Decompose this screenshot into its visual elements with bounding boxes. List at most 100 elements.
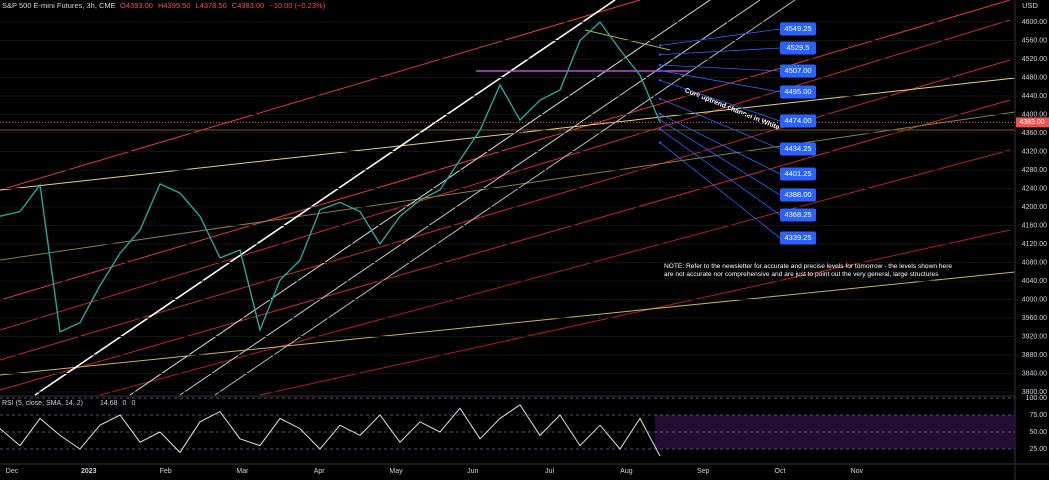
level-label: 4388.00	[784, 190, 811, 199]
y-tick-label: 4440.00	[1022, 93, 1047, 100]
rsi-reading: 0	[131, 400, 135, 407]
level-line	[659, 28, 781, 46]
level-point	[658, 141, 662, 144]
trend-line	[0, 0, 641, 191]
channel-line	[179, 0, 761, 396]
rsi-tick-label: 50.00	[1029, 429, 1047, 436]
y-tick-label: 3840.00	[1022, 370, 1047, 377]
price-line	[0, 20, 661, 333]
rsi-line	[0, 404, 661, 457]
y-tick-label: 3960.00	[1022, 315, 1047, 322]
y-tick-label: 4520.00	[1022, 56, 1047, 63]
y-tick-label: 4560.00	[1022, 37, 1047, 44]
trend-line	[0, 59, 1011, 361]
ohlc-label: H4395.50	[158, 1, 191, 10]
trend-line	[0, 99, 1011, 391]
rsi-tick-label: 75.00	[1029, 412, 1047, 419]
trend-line	[259, 229, 1011, 396]
x-tick-label: May	[389, 468, 403, 475]
y-tick-label: 4400.00	[1022, 111, 1047, 118]
x-tick-label: 2023	[81, 468, 97, 475]
level-label: 4474.00	[784, 116, 811, 125]
last-price-tag	[1016, 117, 1049, 128]
chart-title: S&P 500 E-mini Futures, 3h, CME	[2, 1, 116, 10]
level-line	[659, 64, 781, 72]
y-tick-label: 3800.00	[1022, 389, 1047, 396]
trend-line	[0, 271, 1016, 376]
x-tick-label: Apr	[314, 468, 326, 475]
level-label: 4339.25	[784, 233, 811, 242]
y-tick-label: 4160.00	[1022, 222, 1047, 229]
x-tick-label: Feb	[160, 468, 172, 475]
level-tag	[780, 188, 816, 202]
y-tick-label: 4240.00	[1022, 185, 1047, 192]
level-label: 4434.25	[784, 144, 811, 153]
level-line	[659, 70, 781, 93]
level-line	[659, 142, 781, 239]
currency: USD	[1022, 1, 1038, 10]
y-tick-label: 3880.00	[1022, 352, 1047, 359]
trend-line	[0, 0, 1011, 301]
level-tag	[780, 208, 816, 222]
last-price-label: 4383.00	[1019, 119, 1044, 126]
trend-lines	[0, 0, 1016, 396]
channel-line	[34, 0, 616, 396]
level-tag	[780, 41, 816, 55]
y-tick-label: 4040.00	[1022, 278, 1047, 285]
level-label: 4507.00	[784, 66, 811, 75]
y-tick-label: 4000.00	[1022, 296, 1047, 303]
y-tick-label: 4360.00	[1022, 130, 1047, 137]
x-tick-label: Dec	[6, 468, 19, 475]
level-point	[658, 118, 662, 122]
rsi-tick-label: 100.00	[1026, 395, 1048, 402]
level-tag	[780, 22, 816, 36]
note-line: are not accurate nor comprehensive and a…	[664, 271, 939, 278]
level-point	[658, 127, 662, 131]
trend-line	[584, 29, 671, 51]
annotation: Core uptrend channel in White	[684, 87, 781, 132]
ohlc-label: L4378.50	[195, 1, 226, 10]
x-tick-label: Jul	[545, 468, 554, 475]
trend-line	[99, 149, 1011, 396]
level-line	[659, 98, 781, 150]
level-point	[658, 97, 662, 100]
x-tick-label: Aug	[620, 468, 633, 475]
level-point	[658, 112, 662, 116]
level-line	[659, 47, 781, 56]
rsi-label: RSI (5, close, SMA, 14, 2)	[2, 400, 83, 407]
x-tick-label: Sep	[697, 468, 710, 475]
level-tag	[780, 64, 816, 78]
level-tag	[780, 114, 816, 128]
level-line	[659, 79, 781, 122]
level-label: 4549.25	[784, 24, 811, 33]
level-label: 4529.5	[787, 43, 810, 52]
level-line	[659, 128, 781, 216]
level-tag	[780, 85, 816, 99]
rsi-reading: 14.68	[100, 400, 118, 407]
level-point	[658, 69, 662, 72]
level-tag	[780, 142, 816, 156]
y-tick-label: 4480.00	[1022, 74, 1047, 81]
trend-line	[0, 77, 1016, 191]
channel-line	[129, 0, 711, 396]
x-tick-label: Jun	[467, 468, 478, 475]
ohlc-label: −10.00 (−0.23%)	[269, 1, 325, 10]
level-label: 4401.25	[784, 169, 811, 178]
y-tick-label: 4600.00	[1022, 19, 1047, 26]
rsi-reading: 0	[123, 400, 127, 407]
level-point	[658, 53, 662, 56]
y-tick-label: 4200.00	[1022, 204, 1047, 211]
channel-line	[214, 0, 796, 396]
trend-line	[0, 111, 1016, 261]
x-tick-label: Nov	[851, 468, 864, 475]
note-line: NOTE: Refer to the newsletter for accura…	[664, 263, 952, 270]
trend-line	[0, 19, 1011, 331]
x-tick-label: Oct	[775, 468, 786, 475]
y-tick-label: 4280.00	[1022, 167, 1047, 174]
x-tick-label: Mar	[236, 468, 249, 475]
level-label: 4368.25	[784, 210, 811, 219]
ohlc-label: O4393.00	[120, 1, 153, 10]
y-tick-label: 4080.00	[1022, 259, 1047, 266]
